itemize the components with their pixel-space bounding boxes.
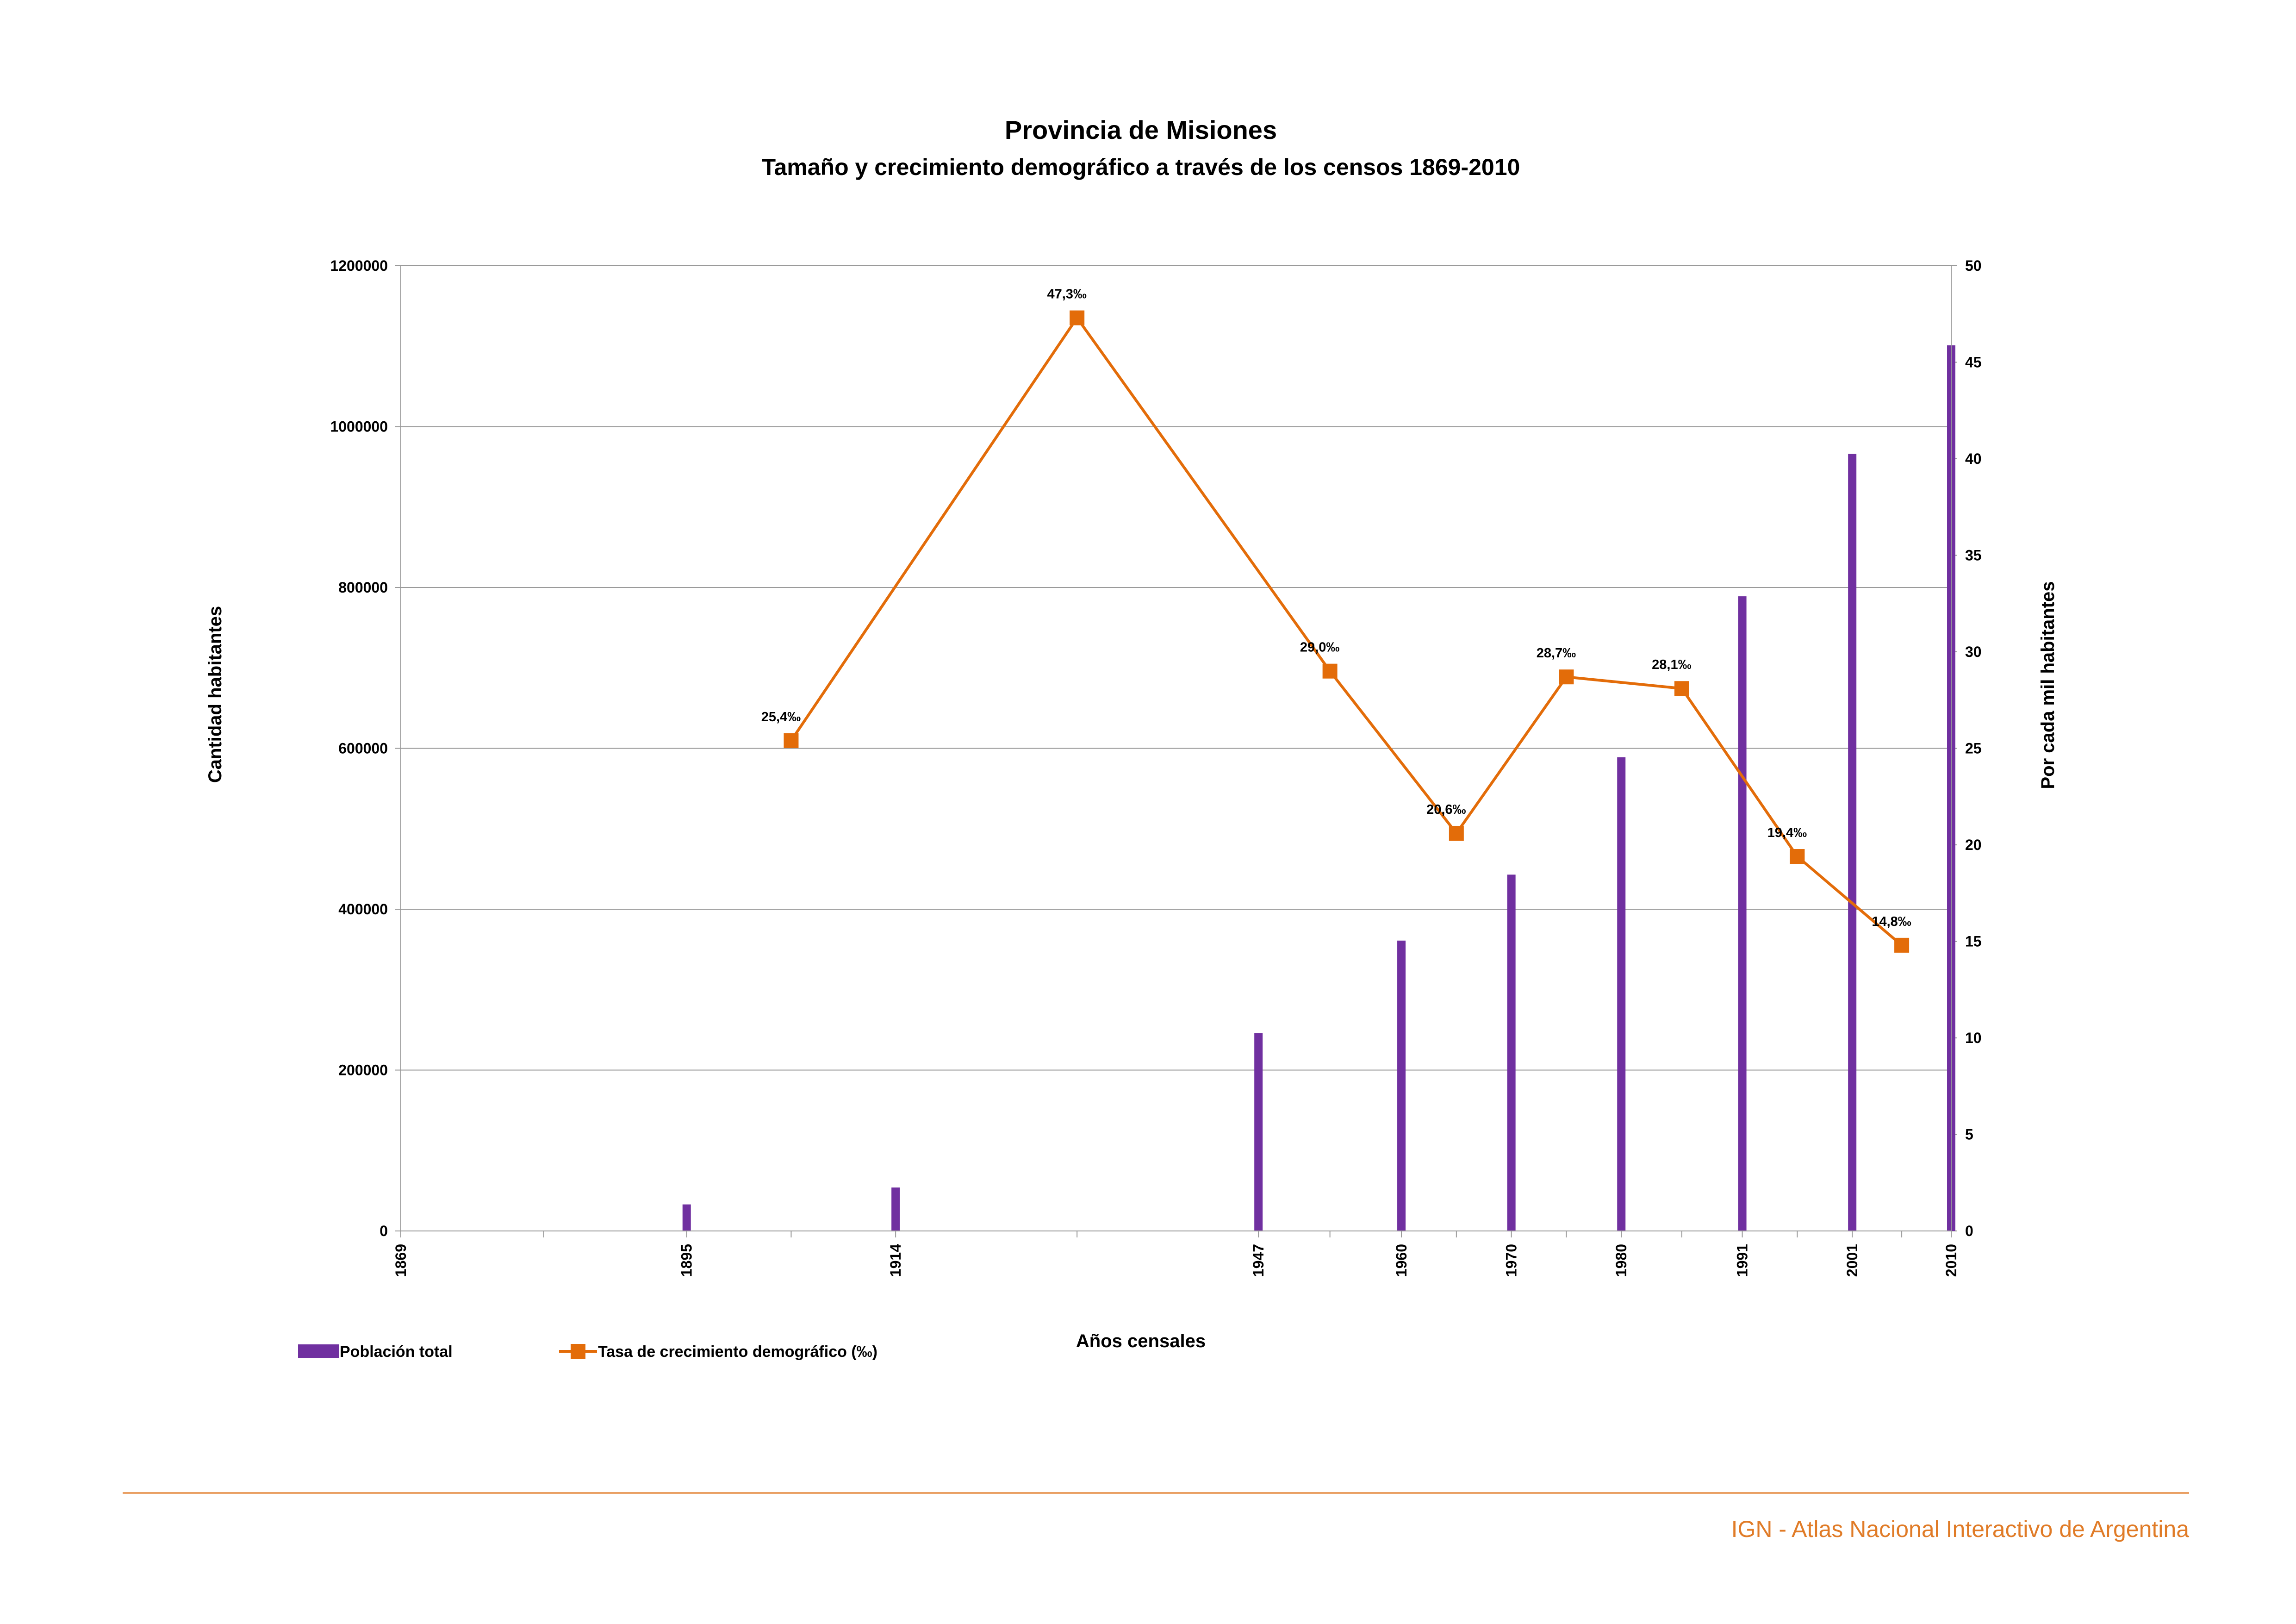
- y2-tick-label: 10: [1965, 1030, 1982, 1046]
- line-point: [1559, 669, 1574, 685]
- axes: [400, 266, 1952, 1231]
- line-point: [1790, 849, 1805, 864]
- x-tick-label: 1970: [1503, 1244, 1520, 1277]
- y-tick-label: 1000000: [330, 418, 388, 435]
- footer-credit: IGN - Atlas Nacional Interactivo de Arge…: [1731, 1516, 2190, 1542]
- x-tick-label: 2010: [1943, 1244, 1960, 1277]
- x-tick-label: 1991: [1734, 1244, 1751, 1277]
- bar: [1397, 940, 1406, 1231]
- y-tick-label: 600000: [338, 740, 388, 757]
- growth-rate-line: 25,4‰ 47,3‰ 29,0‰ 20,6‰ 28,7‰ 28,1‰ 19,4‰ 14,8‰: [761, 287, 1911, 953]
- x-axis-title: Años censales: [1076, 1331, 1206, 1351]
- y2-tick-label: 50: [1965, 257, 1982, 274]
- y2-tick-label: 0: [1965, 1223, 1973, 1239]
- chart-subtitle: Tamaño y crecimiento demográfico a travé…: [762, 154, 1520, 180]
- y-tick-label: 0: [380, 1223, 388, 1239]
- data-label: 20,6‰: [1426, 802, 1466, 817]
- x-tick-label: 1960: [1393, 1244, 1410, 1277]
- bar: [891, 1187, 900, 1231]
- x-tick-label: 1914: [887, 1244, 904, 1277]
- left-axis-ticks: 0 200000 400000 600000 800000 1000000 1200000: [330, 257, 401, 1239]
- y2-tick-label: 45: [1965, 354, 1982, 371]
- legend-line-marker: [571, 1344, 585, 1359]
- y2-tick-label: 20: [1965, 837, 1982, 853]
- chart-title: Provincia de Misiones: [1005, 115, 1277, 144]
- bar: [682, 1204, 691, 1231]
- population-bars: [682, 345, 1955, 1231]
- y2-axis-title: Por cada mil habitantes: [2038, 581, 2058, 789]
- line-point: [1894, 937, 1910, 953]
- legend-line-label: Tasa de crecimiento demográfico (‰): [598, 1343, 877, 1361]
- data-label: 47,3‰: [1047, 287, 1086, 302]
- y2-tick-label: 25: [1965, 740, 1982, 757]
- x-tick-label: 1947: [1250, 1244, 1267, 1277]
- series-line: [790, 316, 1903, 947]
- data-label: 14,8‰: [1872, 914, 1911, 929]
- x-axis-ticks: 1869 1895 1914 1947 1960 1970 1980 1991 2001 2010: [392, 1231, 1960, 1277]
- y-tick-label: 400000: [338, 901, 388, 918]
- line-point: [1070, 310, 1085, 325]
- x-tick-label: 1869: [392, 1244, 409, 1277]
- bar: [1738, 596, 1747, 1231]
- legend-bar-swatch: [298, 1344, 339, 1358]
- line-point: [1449, 825, 1464, 841]
- data-label: 25,4‰: [761, 710, 801, 725]
- x-tick-label: 1895: [678, 1244, 695, 1277]
- y-tick-label: 800000: [338, 579, 388, 596]
- bar: [1254, 1033, 1263, 1231]
- bar: [1848, 454, 1857, 1231]
- bar: [1507, 874, 1516, 1231]
- y-tick-label: 1200000: [330, 257, 388, 274]
- x-tick-label: 2001: [1844, 1244, 1860, 1277]
- data-label: 29,0‰: [1300, 640, 1339, 655]
- y2-tick-label: 5: [1965, 1126, 1973, 1143]
- right-axis-ticks: 0 5 10 15 20 25 30 35 40 45 50: [1951, 257, 1982, 1239]
- y2-tick-label: 40: [1965, 450, 1982, 467]
- legend: Población total Tasa de crecimiento demo…: [298, 1343, 877, 1361]
- data-label: 28,1‰: [1652, 657, 1691, 672]
- x-tick-label: 1980: [1613, 1244, 1630, 1277]
- gridlines: [401, 265, 1951, 1071]
- legend-bar-label: Población total: [340, 1343, 453, 1361]
- y-axis-title: Cantidad habitantes: [205, 606, 225, 783]
- y2-tick-label: 15: [1965, 933, 1982, 950]
- data-label: 28,7‰: [1537, 646, 1576, 661]
- y2-tick-label: 35: [1965, 547, 1982, 564]
- line-point: [784, 733, 799, 748]
- y2-tick-label: 30: [1965, 643, 1982, 660]
- line-point: [1322, 663, 1338, 679]
- bar: [1617, 757, 1626, 1231]
- y-tick-label: 200000: [338, 1062, 388, 1079]
- data-label: 19,4‰: [1767, 825, 1807, 840]
- line-point: [1674, 681, 1689, 696]
